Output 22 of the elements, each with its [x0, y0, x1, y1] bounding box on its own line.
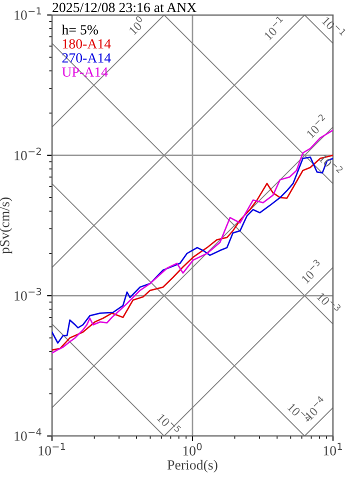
annotation: 10$^{−3}$	[316, 290, 342, 315]
y-tick-label: 10$^{−1}$	[14, 7, 41, 20]
x-tick-label: 10$^{0}$	[183, 442, 202, 456]
annotation: 10$^{−3}$	[298, 258, 324, 284]
annotation: 10$^{−1}$	[262, 16, 286, 40]
annotation: 10$^{−1}$	[322, 14, 346, 40]
y-axis-title: pSv(cm/s)	[0, 198, 12, 254]
text: 270-A14	[62, 53, 111, 63]
annotation: 10$^{−2}$	[318, 152, 344, 177]
text: UP-A14	[62, 67, 108, 77]
annotation: 10$^{0}$	[126, 15, 146, 36]
y-tick-label: 10$^{−3}$	[14, 288, 42, 301]
x-axis-title: Period(s)	[167, 460, 218, 472]
x-tick-label: 10$^{−1}$	[38, 442, 66, 456]
legend-title: h= 5%	[62, 24, 98, 35]
annotation: 10$^{−5}$	[156, 411, 182, 436]
annotation: 10$^{−2}$	[304, 114, 329, 138]
y-tick-label: 10$^{−4}$	[14, 428, 42, 441]
chart-title: 2025/12/08 23:16 at ANX	[52, 2, 196, 12]
text: 180-A14	[62, 39, 111, 49]
x-tick-label: 10$^{1}$	[324, 442, 342, 456]
y-tick-label: 10$^{−2}$	[14, 148, 41, 160]
